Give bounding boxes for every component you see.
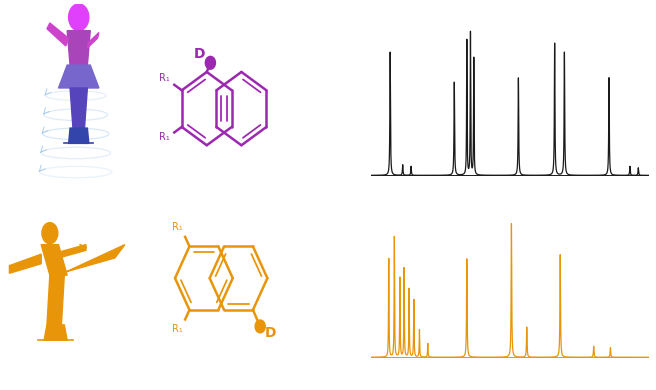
Polygon shape <box>70 88 87 128</box>
Polygon shape <box>58 65 99 88</box>
Circle shape <box>42 223 58 244</box>
Polygon shape <box>41 245 67 275</box>
Circle shape <box>69 4 89 31</box>
Polygon shape <box>58 245 86 258</box>
Polygon shape <box>87 33 99 48</box>
Polygon shape <box>54 245 125 275</box>
Text: R₁: R₁ <box>159 132 170 142</box>
Text: D: D <box>264 326 276 340</box>
Circle shape <box>205 57 215 69</box>
Polygon shape <box>47 23 69 46</box>
Text: D: D <box>194 47 205 60</box>
Circle shape <box>255 320 265 333</box>
Polygon shape <box>9 254 41 273</box>
Polygon shape <box>47 275 64 325</box>
Text: R₁: R₁ <box>172 324 182 334</box>
Polygon shape <box>69 128 89 144</box>
Text: R₁: R₁ <box>159 73 170 83</box>
Text: R₁: R₁ <box>172 222 182 232</box>
Polygon shape <box>44 325 67 340</box>
Polygon shape <box>67 31 91 65</box>
